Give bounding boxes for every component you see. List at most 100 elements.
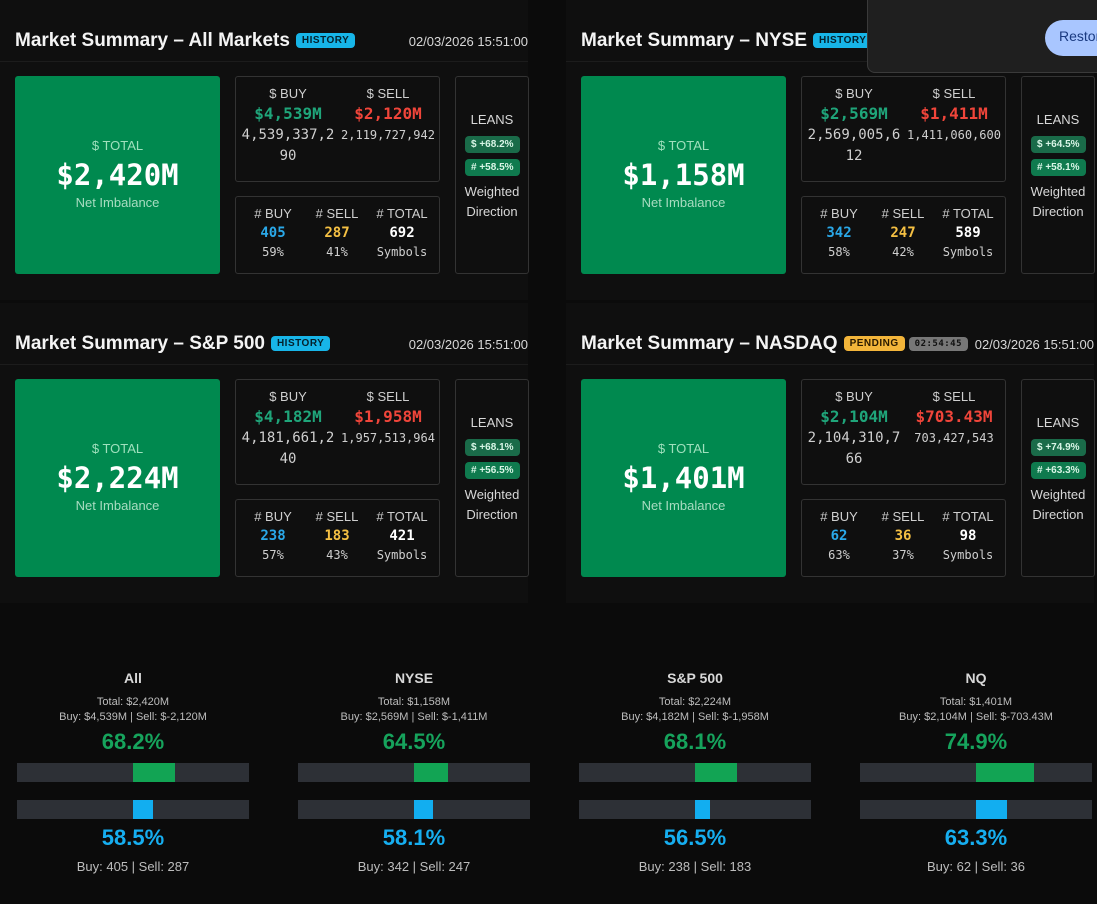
count-lean-chip: # +63.3% xyxy=(1031,462,1086,479)
dollar-lean-bar xyxy=(860,763,1092,782)
symbols-label: Symbols xyxy=(942,548,994,562)
panel-title-text: Market Summary – All Markets xyxy=(15,30,290,51)
summary-dollar-pct: 64.5% xyxy=(382,729,446,754)
count-sell-pct: 41% xyxy=(326,245,348,259)
count-lean-chip: # +58.5% xyxy=(465,159,520,176)
weighted-direction-label: Weighted Direction xyxy=(1030,184,1086,219)
panel-title-text: Market Summary – S&P 500 xyxy=(15,333,265,354)
dollar-buy-label: $ BUY xyxy=(269,86,307,101)
dollar-lean-chip: $ +64.5% xyxy=(1031,136,1086,153)
market-summary-column: All Total: $2,420M Buy: $4,539M | Sell: … xyxy=(17,660,249,874)
summary-dollar-pct: 68.1% xyxy=(663,729,727,754)
dollar-breakdown-card: $ BUY $4,182M 4,181,661,240 $ SELL $1,95… xyxy=(235,379,440,485)
count-buy-label: # BUY xyxy=(820,206,858,221)
summary-market-name: S&P 500 xyxy=(667,670,723,686)
count-sell-pct: 37% xyxy=(892,548,914,562)
dollar-lean-chip: $ +74.9% xyxy=(1031,439,1086,456)
weighted-direction-label: Weighted Direction xyxy=(1030,487,1086,522)
panel-title: Market Summary – S&P 500 HISTORY xyxy=(15,333,331,355)
dollar-lean-bar xyxy=(17,763,249,782)
leans-card: LEANS $ +68.1% # +56.5% Weighted Directi… xyxy=(455,379,529,577)
total-label: $ TOTAL xyxy=(657,138,710,153)
panel-title: Market Summary – NYSE HISTORY xyxy=(581,30,873,52)
weighted-direction-label: Weighted Direction xyxy=(464,487,520,522)
dollar-lean-chip: $ +68.1% xyxy=(465,439,520,456)
market-summary-column: S&P 500 Total: $2,224M Buy: $4,182M | Se… xyxy=(579,660,811,874)
panel-timestamp: 02/03/2026 15:51:00 xyxy=(408,337,528,352)
count-total-label: # TOTAL xyxy=(942,509,994,524)
dollar-buy-raw: 2,104,310,766 xyxy=(807,430,901,467)
status-badge[interactable]: HISTORY xyxy=(270,336,331,351)
panel-title: Market Summary – All Markets HISTORY xyxy=(15,30,356,52)
count-lean-bar-fill xyxy=(976,800,1007,819)
count-sell-pct: 43% xyxy=(326,548,348,562)
status-badge[interactable]: HISTORY xyxy=(295,33,356,48)
dollar-sell-value: $703.43M xyxy=(915,407,993,426)
net-imbalance-label: Net Imbalance xyxy=(75,498,160,513)
dollar-lean-bar-fill xyxy=(133,763,176,782)
summary-total: Total: $1,401M xyxy=(939,696,1013,708)
panel-title-text: Market Summary – NASDAQ xyxy=(581,333,838,354)
summary-counts: Buy: 342 | Sell: 247 xyxy=(357,859,471,874)
dollar-lean-bar-fill xyxy=(976,763,1034,782)
count-buy-value: 62 xyxy=(830,528,848,544)
summary-count-pct: 56.5% xyxy=(663,825,727,850)
count-lean-bar xyxy=(298,800,530,819)
panel-title: Market Summary – NASDAQ PENDING 02:54:45 xyxy=(581,333,969,355)
summary-buy-sell: Buy: $2,104M | Sell: $-703.43M xyxy=(899,711,1053,723)
market-summary-panel: Market Summary – All Markets HISTORY 02/0… xyxy=(0,0,529,300)
count-total-label: # TOTAL xyxy=(942,206,994,221)
status-badge[interactable]: HISTORY xyxy=(813,33,873,48)
count-lean-bar-fill xyxy=(414,800,433,819)
dollar-sell-value: $2,120M xyxy=(354,104,422,123)
dollar-sell-label: $ SELL xyxy=(366,389,410,404)
panel-header: Market Summary – All Markets HISTORY 02/0… xyxy=(0,0,528,62)
count-sell-pct: 42% xyxy=(892,245,914,259)
weighted-direction-label: Weighted Direction xyxy=(464,184,520,219)
count-total-label: # TOTAL xyxy=(376,206,428,221)
summary-total: Total: $2,224M xyxy=(658,696,732,708)
summary-market-name: NQ xyxy=(965,670,987,686)
dollar-sell-label: $ SELL xyxy=(932,86,976,101)
net-imbalance-card: $ TOTAL $1,401M Net Imbalance xyxy=(581,379,786,577)
dollar-buy-label: $ BUY xyxy=(835,86,873,101)
count-sell-value: 287 xyxy=(324,225,350,241)
count-lean-bar xyxy=(860,800,1092,819)
symbols-label: Symbols xyxy=(376,245,428,259)
total-value: $2,224M xyxy=(56,461,179,495)
count-buy-label: # BUY xyxy=(820,509,858,524)
net-imbalance-label: Net Imbalance xyxy=(641,498,726,513)
market-summary-panel: Market Summary – S&P 500 HISTORY 02/03/20… xyxy=(0,303,529,603)
status-badge[interactable]: PENDING xyxy=(843,336,905,351)
count-total-value: 589 xyxy=(955,225,981,241)
symbol-count-card: # BUY 342 58% # SELL 247 42% # TOTAL 589… xyxy=(801,196,1006,274)
summary-count-pct: 63.3% xyxy=(944,825,1008,850)
count-lean-bar xyxy=(17,800,249,819)
dollar-buy-value: $4,182M xyxy=(254,407,322,426)
total-label: $ TOTAL xyxy=(91,138,144,153)
net-imbalance-label: Net Imbalance xyxy=(641,195,726,210)
count-buy-pct: 59% xyxy=(262,245,284,259)
count-buy-label: # BUY xyxy=(254,509,292,524)
summary-count-pct: 58.5% xyxy=(101,825,165,850)
dollar-lean-bar-fill xyxy=(414,763,448,782)
leans-label: LEANS xyxy=(1036,112,1080,127)
count-total-value: 421 xyxy=(389,528,415,544)
net-imbalance-card: $ TOTAL $1,158M Net Imbalance xyxy=(581,76,786,274)
net-imbalance-card: $ TOTAL $2,224M Net Imbalance xyxy=(15,379,220,577)
dollar-lean-bar-fill xyxy=(695,763,737,782)
count-lean-bar-fill xyxy=(695,800,711,819)
leans-label: LEANS xyxy=(470,415,514,430)
dollar-sell-raw: 1,411,060,600 xyxy=(907,128,1001,142)
summary-dollar-pct: 68.2% xyxy=(101,729,165,754)
restore-button[interactable]: Restore xyxy=(1045,20,1097,56)
count-sell-label: # SELL xyxy=(315,509,359,524)
count-total-value: 692 xyxy=(389,225,415,241)
panel-timestamp: 02/03/2026 15:51:00 xyxy=(974,337,1094,352)
dollar-sell-label: $ SELL xyxy=(366,86,410,101)
dollar-buy-label: $ BUY xyxy=(269,389,307,404)
summary-counts: Buy: 405 | Sell: 287 xyxy=(76,859,190,874)
panel-header: Market Summary – NASDAQ PENDING 02:54:45 0… xyxy=(566,303,1094,365)
count-lean-chip: # +56.5% xyxy=(465,462,520,479)
leans-card: LEANS $ +64.5% # +58.1% Weighted Directi… xyxy=(1021,76,1095,274)
